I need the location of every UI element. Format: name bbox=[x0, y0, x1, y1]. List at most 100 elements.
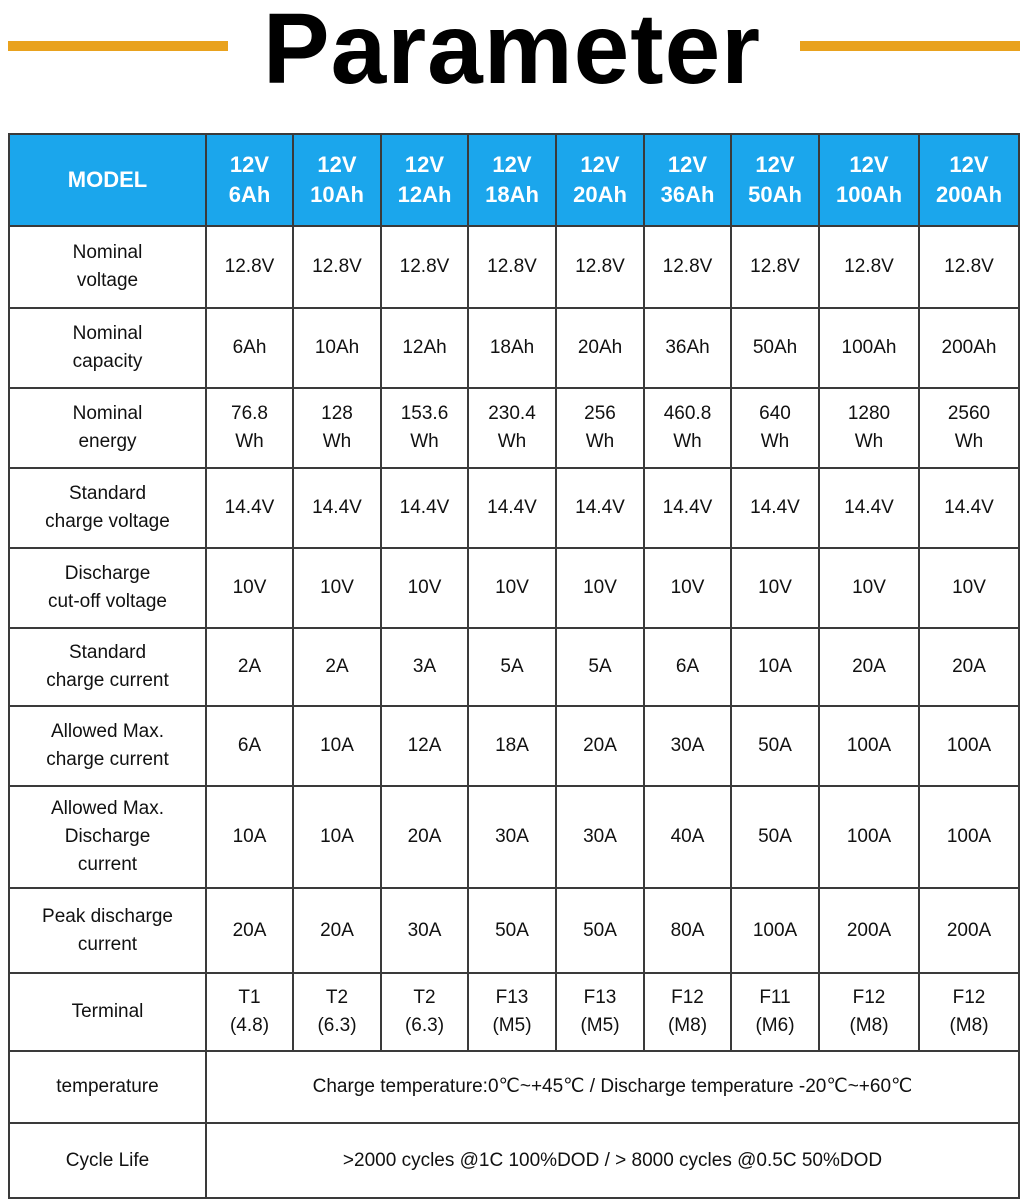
span-cell: >2000 cycles @1C 100%DOD / > 8000 cycles… bbox=[205, 1122, 1020, 1199]
table-row: Terminal T1 (4.8) T2 (6.3) T2 (6.3) F13 (M5)… bbox=[8, 972, 1020, 1052]
header-cell: 12V 20Ah bbox=[555, 133, 645, 227]
cell: 50A bbox=[555, 887, 645, 974]
cell: 30A bbox=[555, 785, 645, 889]
cell: 14.4V bbox=[205, 467, 294, 549]
cell: 10V bbox=[818, 547, 920, 629]
cell: 10A bbox=[292, 705, 382, 787]
cell: 76.8 Wh bbox=[205, 387, 294, 469]
cell: 460.8 Wh bbox=[643, 387, 732, 469]
row-label: Nominal energy bbox=[8, 387, 207, 469]
cell: 5A bbox=[467, 627, 557, 707]
cell: 3A bbox=[380, 627, 469, 707]
cell: 100A bbox=[918, 705, 1020, 787]
cell: 10V bbox=[205, 547, 294, 629]
cell: 100Ah bbox=[818, 307, 920, 389]
cell: 50A bbox=[730, 785, 820, 889]
cell: 12.8V bbox=[818, 225, 920, 309]
cell: F12 (M8) bbox=[918, 972, 1020, 1052]
cell: 6A bbox=[205, 705, 294, 787]
cell: 12Ah bbox=[380, 307, 469, 389]
row-label: Peak discharge current bbox=[8, 887, 207, 974]
cell: 10V bbox=[380, 547, 469, 629]
cell: 14.4V bbox=[818, 467, 920, 549]
cell: 80A bbox=[643, 887, 732, 974]
cell: 100A bbox=[818, 705, 920, 787]
cell: 256 Wh bbox=[555, 387, 645, 469]
cell: 14.4V bbox=[643, 467, 732, 549]
header-cell: 12V 12Ah bbox=[380, 133, 469, 227]
cell: 14.4V bbox=[467, 467, 557, 549]
cell: 18Ah bbox=[467, 307, 557, 389]
row-label: Nominal voltage bbox=[8, 225, 207, 309]
cell: 10A bbox=[292, 785, 382, 889]
cell: 14.4V bbox=[555, 467, 645, 549]
table-row: Cycle Life >2000 cycles @1C 100%DOD / > 8… bbox=[8, 1122, 1020, 1199]
table-row: Allowed Max. charge current 6A 10A 12A 18A 20… bbox=[8, 705, 1020, 787]
table-row: Allowed Max. Discharge current 10A 10A 20A 3… bbox=[8, 785, 1020, 889]
cell: 12A bbox=[380, 705, 469, 787]
cell: 5A bbox=[555, 627, 645, 707]
header-cell: 12V 100Ah bbox=[818, 133, 920, 227]
cell: 36Ah bbox=[643, 307, 732, 389]
cell: 40A bbox=[643, 785, 732, 889]
cell: 18A bbox=[467, 705, 557, 787]
cell: 1280 Wh bbox=[818, 387, 920, 469]
cell: 230.4 Wh bbox=[467, 387, 557, 469]
title: Parameter bbox=[262, 0, 762, 105]
header-cell: 12V 200Ah bbox=[918, 133, 1020, 227]
cell: 20A bbox=[918, 627, 1020, 707]
table-row: Nominal energy 76.8 Wh 128 Wh 153.6 Wh 230.4… bbox=[8, 387, 1020, 469]
cell: 20A bbox=[205, 887, 294, 974]
cell: 153.6 Wh bbox=[380, 387, 469, 469]
cell: 50A bbox=[467, 887, 557, 974]
cell: 10V bbox=[918, 547, 1020, 629]
table-row: Nominal voltage 12.8V 12.8V 12.8V 12.8V 12.8V… bbox=[8, 225, 1020, 309]
row-label: Allowed Max. Discharge current bbox=[8, 785, 207, 889]
title-area: Parameter bbox=[0, 0, 1024, 120]
cell: 12.8V bbox=[380, 225, 469, 309]
cell: 10Ah bbox=[292, 307, 382, 389]
span-cell: Charge temperature:0℃~+45℃ / Discharge t… bbox=[205, 1050, 1020, 1124]
cell: 12.8V bbox=[918, 225, 1020, 309]
cell: 30A bbox=[380, 887, 469, 974]
cell: 640 Wh bbox=[730, 387, 820, 469]
cell: 30A bbox=[643, 705, 732, 787]
cell: 12.8V bbox=[467, 225, 557, 309]
header-cell: 12V 50Ah bbox=[730, 133, 820, 227]
decor-line bbox=[800, 41, 1020, 51]
cell: 12.8V bbox=[555, 225, 645, 309]
cell: 2A bbox=[205, 627, 294, 707]
header-cell: 12V 36Ah bbox=[643, 133, 732, 227]
table-row: Discharge cut-off voltage 10V 10V 10V 10V 10V… bbox=[8, 547, 1020, 629]
row-label: Standard charge voltage bbox=[8, 467, 207, 549]
cell: 10V bbox=[643, 547, 732, 629]
cell: 50A bbox=[730, 705, 820, 787]
cell: 14.4V bbox=[918, 467, 1020, 549]
cell: 14.4V bbox=[380, 467, 469, 549]
cell: F12 (M8) bbox=[643, 972, 732, 1052]
row-label: temperature bbox=[8, 1050, 207, 1124]
cell: 12.8V bbox=[730, 225, 820, 309]
cell: F13 (M5) bbox=[555, 972, 645, 1052]
header-cell: MODEL bbox=[8, 133, 207, 227]
cell: 10V bbox=[730, 547, 820, 629]
cell: 20A bbox=[555, 705, 645, 787]
row-label: Standard charge current bbox=[8, 627, 207, 707]
cell: 10V bbox=[555, 547, 645, 629]
row-label: Nominal capacity bbox=[8, 307, 207, 389]
row-label: Terminal bbox=[8, 972, 207, 1052]
cell: 2560 Wh bbox=[918, 387, 1020, 469]
cell: 12.8V bbox=[643, 225, 732, 309]
header-cell: 12V 18Ah bbox=[467, 133, 557, 227]
cell: 100A bbox=[730, 887, 820, 974]
cell: 30A bbox=[467, 785, 557, 889]
cell: 20Ah bbox=[555, 307, 645, 389]
cell: 14.4V bbox=[292, 467, 382, 549]
table-row: MODEL 12V 6Ah 12V 10Ah 12V 12Ah 12V 18Ah 12V … bbox=[8, 133, 1020, 227]
cell: 6Ah bbox=[205, 307, 294, 389]
cell: 200A bbox=[818, 887, 920, 974]
table-row: Standard charge current 2A 2A 3A 5A 5A 6A 10A 20… bbox=[8, 627, 1020, 707]
cell: 12.8V bbox=[205, 225, 294, 309]
cell: T2 (6.3) bbox=[292, 972, 382, 1052]
